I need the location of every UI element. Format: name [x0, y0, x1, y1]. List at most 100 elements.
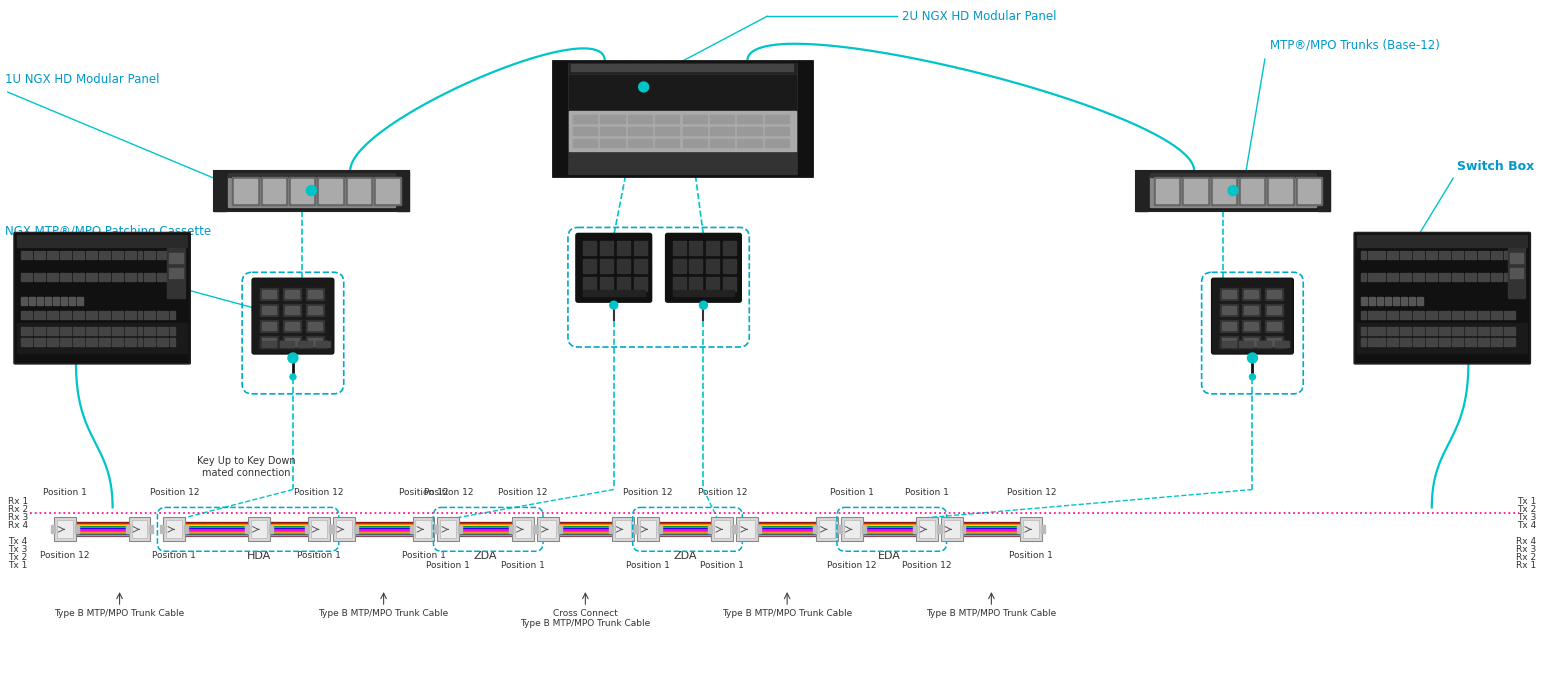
Bar	[863, 525, 916, 526]
Bar	[673, 241, 685, 255]
Bar	[1438, 327, 1443, 335]
Bar	[73, 311, 78, 319]
Bar	[1414, 338, 1418, 346]
Bar	[1510, 327, 1514, 335]
Bar	[780, 64, 794, 71]
Circle shape	[1248, 353, 1257, 363]
Bar	[99, 338, 104, 346]
Bar	[305, 320, 324, 332]
Bar	[150, 311, 155, 319]
Bar	[355, 529, 412, 531]
Bar	[150, 251, 155, 259]
Text: Tx 1: Tx 1	[1517, 497, 1536, 506]
Bar	[270, 528, 308, 529]
Bar	[99, 273, 104, 281]
Bar	[46, 311, 51, 319]
Bar	[738, 64, 752, 71]
Bar	[34, 251, 39, 259]
Bar	[284, 336, 301, 348]
Bar	[696, 64, 710, 71]
Bar	[600, 259, 612, 273]
Bar	[377, 178, 398, 202]
Bar	[262, 341, 276, 347]
Bar	[963, 534, 1020, 536]
Bar	[1497, 327, 1502, 335]
Bar	[284, 288, 301, 300]
Text: Position 12: Position 12	[1006, 489, 1056, 498]
Bar	[1426, 338, 1431, 346]
Bar	[682, 139, 707, 147]
Bar	[186, 522, 248, 536]
Bar	[659, 534, 711, 536]
Bar	[124, 327, 130, 335]
Bar	[569, 75, 797, 110]
Bar	[560, 531, 612, 532]
Bar	[459, 534, 512, 536]
Bar	[259, 340, 327, 348]
Bar	[262, 306, 276, 314]
Bar	[459, 527, 512, 528]
Bar	[99, 327, 104, 335]
Bar	[1265, 288, 1283, 300]
Bar	[20, 298, 26, 305]
Text: Tx 4: Tx 4	[8, 537, 28, 546]
Bar	[1420, 327, 1424, 335]
FancyBboxPatch shape	[333, 517, 355, 541]
Bar	[46, 251, 51, 259]
Bar	[1497, 273, 1502, 281]
Bar	[863, 526, 916, 527]
Text: 1U NGX HD Modular Panel: 1U NGX HD Modular Panel	[5, 73, 160, 86]
Bar	[85, 251, 90, 259]
Bar	[1452, 327, 1457, 335]
Bar	[118, 327, 122, 335]
Bar	[1504, 327, 1508, 335]
FancyBboxPatch shape	[129, 517, 150, 541]
Bar	[1504, 338, 1508, 346]
Bar	[138, 338, 143, 346]
Bar	[150, 327, 155, 335]
Bar	[1367, 273, 1372, 281]
Bar	[682, 64, 696, 71]
Bar	[305, 526, 308, 533]
Bar	[285, 306, 299, 314]
Text: Position 12: Position 12	[423, 489, 473, 498]
Bar	[560, 524, 612, 525]
Bar	[963, 532, 1020, 533]
Bar	[262, 178, 285, 202]
Bar	[1420, 251, 1424, 259]
Bar	[355, 532, 412, 533]
Bar	[1276, 341, 1290, 347]
Bar	[598, 64, 612, 71]
Bar	[1414, 327, 1418, 335]
Bar	[60, 327, 65, 335]
Bar	[318, 176, 344, 204]
Bar	[1477, 311, 1483, 319]
Bar	[569, 153, 797, 173]
Bar	[732, 526, 736, 533]
Bar	[260, 176, 287, 204]
Bar	[654, 64, 668, 71]
Bar	[1414, 251, 1418, 259]
Text: EDA: EDA	[877, 552, 901, 561]
Bar	[163, 338, 169, 346]
Bar	[961, 526, 966, 533]
Text: Position 12: Position 12	[150, 489, 198, 498]
Bar	[707, 277, 719, 291]
Bar	[1409, 298, 1415, 305]
Bar	[434, 526, 439, 533]
Bar	[20, 327, 26, 335]
Bar	[105, 311, 110, 319]
Bar	[305, 304, 324, 316]
Bar	[112, 327, 116, 335]
FancyBboxPatch shape	[415, 520, 431, 538]
Bar	[963, 531, 1020, 532]
Bar	[20, 251, 26, 259]
Bar	[1491, 311, 1496, 319]
Bar	[656, 115, 679, 122]
Bar	[1369, 298, 1375, 305]
Bar	[1245, 290, 1259, 298]
Bar	[690, 259, 702, 273]
Bar	[76, 529, 129, 531]
Text: Tx 4: Tx 4	[1517, 521, 1536, 530]
Bar	[690, 277, 702, 291]
